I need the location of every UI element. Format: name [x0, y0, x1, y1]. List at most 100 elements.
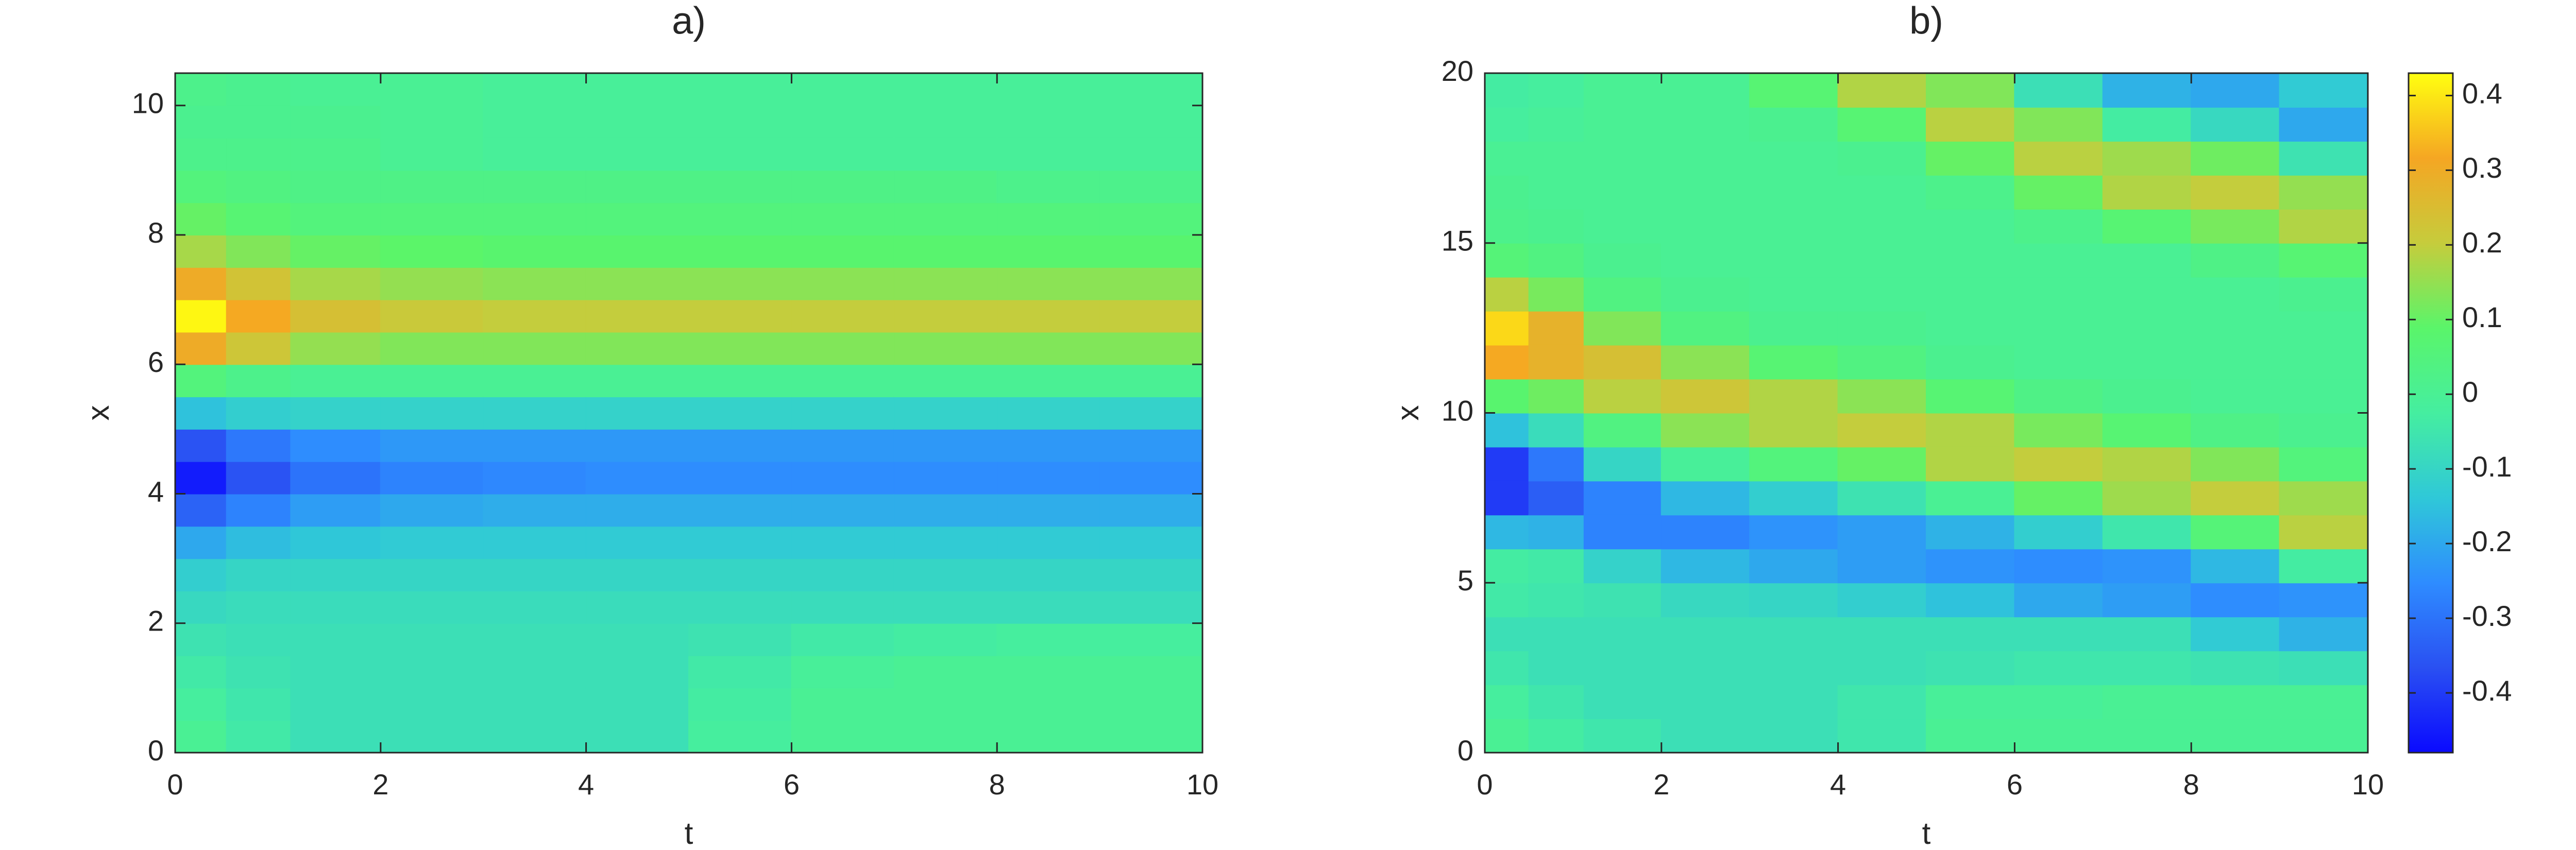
contour-cell	[175, 428, 227, 462]
contour-cell	[585, 461, 689, 495]
x-tick-label: 0	[1477, 768, 1493, 801]
contour-cell	[483, 266, 587, 300]
contour-cell	[1528, 106, 1585, 142]
contour-cell	[226, 169, 292, 203]
contour-cell	[688, 266, 792, 300]
contour-cell	[1660, 73, 1751, 108]
contour-cell	[1926, 276, 2015, 312]
contour-cell	[1660, 616, 1751, 652]
contour-cell	[893, 687, 998, 721]
contour-cell	[1099, 266, 1204, 300]
contour-cell	[226, 73, 292, 106]
contour-cell	[1837, 242, 1927, 278]
contour-cell	[2279, 514, 2369, 550]
contour-cell	[1099, 461, 1204, 495]
contour-cell	[1099, 558, 1204, 591]
y-tick-label: 10	[132, 87, 164, 120]
contour-cell	[2191, 412, 2280, 448]
contour-cell	[1837, 684, 1927, 720]
contour-cell	[2102, 582, 2192, 618]
contour-cell	[996, 266, 1100, 300]
contour-cell	[2014, 412, 2104, 448]
contour-cell	[585, 299, 689, 333]
contour-cell	[1926, 378, 2015, 414]
contour-cell	[893, 364, 998, 398]
contour-cell	[996, 655, 1100, 689]
contour-cell	[791, 137, 895, 171]
contour-cell	[380, 364, 484, 398]
contour-cell	[996, 331, 1100, 365]
contour-cell	[1749, 174, 1839, 210]
contour-cell	[175, 525, 227, 559]
contour-cell	[996, 461, 1100, 495]
contour-cell	[2191, 718, 2280, 754]
contour-cell	[290, 396, 381, 430]
contour-cell	[1837, 344, 1927, 380]
contour-cell	[1660, 140, 1751, 176]
contour-cell	[1528, 310, 1585, 346]
contour-cell	[2191, 310, 2280, 346]
contour-cell	[1484, 412, 1530, 448]
contour-cell	[226, 622, 292, 656]
contour-cell	[585, 655, 689, 689]
contour-cell	[791, 720, 895, 753]
contour-cell	[1484, 276, 1530, 312]
contour-cell	[1484, 73, 1530, 108]
y-tick-label: 20	[1442, 55, 1473, 87]
contour-cell	[2279, 616, 2369, 652]
contour-cell	[996, 396, 1100, 430]
contour-cell	[2102, 140, 2192, 176]
contour-cell	[996, 493, 1100, 527]
contour-cell	[585, 169, 689, 203]
contour-cell	[1837, 106, 1927, 142]
y-tick-label: 8	[148, 216, 164, 249]
contour-cell	[1660, 412, 1751, 448]
contour-cell	[290, 655, 381, 689]
contour-cell	[1484, 310, 1530, 346]
contour-cell	[791, 493, 895, 527]
contour-cell	[1749, 276, 1839, 312]
contour-cell	[175, 73, 227, 106]
contour-cell	[2102, 174, 2192, 210]
contour-cell	[585, 622, 689, 656]
contour-cell	[2014, 344, 2104, 380]
contour-cell	[2279, 174, 2369, 210]
contour-cell	[1749, 310, 1839, 346]
contour-cell	[1837, 208, 1927, 244]
contour-cell	[1528, 242, 1585, 278]
colorbar-tick-label: -0.2	[2462, 525, 2512, 557]
x-tick-label: 4	[1830, 768, 1846, 801]
contour-cell	[226, 364, 292, 398]
contour-cell	[688, 234, 792, 268]
contour-cell	[483, 396, 587, 430]
contour-cell	[1837, 276, 1927, 312]
contour-cell	[688, 169, 792, 203]
contour-cell	[2014, 616, 2104, 652]
contour-cell	[226, 687, 292, 721]
colorbar-tick-label: 0.2	[2462, 226, 2502, 259]
contour-cell	[1749, 718, 1839, 754]
contour-cell	[1583, 140, 1662, 176]
contour-cell	[2102, 650, 2192, 686]
contour-cell	[585, 202, 689, 236]
contour-cell	[1099, 590, 1204, 624]
contour-cell	[226, 428, 292, 462]
y-axis-label: x	[81, 405, 115, 421]
contour-cell	[226, 655, 292, 689]
contour-cell	[1837, 616, 1927, 652]
contour-cell	[483, 655, 587, 689]
contour-cell	[2014, 446, 2104, 482]
contour-cell	[791, 299, 895, 333]
contour-cell	[175, 169, 227, 203]
contour-cell	[1583, 174, 1662, 210]
contour-cell	[1583, 684, 1662, 720]
contour-cell	[688, 364, 792, 398]
contour-cell	[175, 558, 227, 591]
contour-cell	[2102, 378, 2192, 414]
contour-cell	[226, 720, 292, 753]
contour-cell	[893, 461, 998, 495]
contour-cell	[791, 234, 895, 268]
contour-cell	[1528, 650, 1585, 686]
x-axis-label: t	[1922, 816, 1931, 850]
